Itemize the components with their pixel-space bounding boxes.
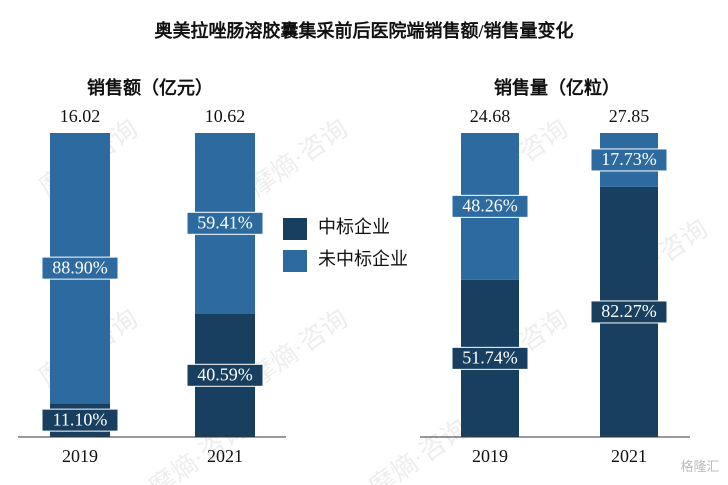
legend-label: 未中标企业 — [318, 249, 408, 269]
x-tick-label: 2021 — [207, 446, 243, 466]
value-label-box — [41, 256, 119, 280]
logo: 格隆汇 — [680, 459, 719, 474]
value-label: 59.41% — [197, 212, 253, 232]
value-label-box — [186, 211, 264, 235]
value-label-box — [590, 300, 668, 324]
x-tick-label: 2021 — [611, 446, 647, 466]
value-label: 40.59% — [197, 364, 253, 384]
total-label: 16.02 — [60, 106, 101, 126]
value-label-box — [590, 148, 668, 172]
value-label-box — [41, 408, 119, 432]
total-label: 10.62 — [205, 106, 246, 126]
value-label: 17.73% — [601, 149, 657, 169]
value-label-box — [451, 194, 529, 218]
value-label: 88.90% — [52, 257, 108, 277]
value-label: 11.10% — [53, 409, 108, 429]
subchart-title: 销售量（亿粒） — [494, 77, 620, 98]
legend-label: 中标企业 — [318, 217, 390, 237]
value-label: 82.27% — [601, 301, 657, 321]
watermark: 摩熵·咨询 — [244, 114, 353, 202]
legend-swatch — [283, 250, 307, 272]
total-label: 27.85 — [609, 106, 650, 126]
total-label: 24.68 — [470, 106, 511, 126]
x-tick-label: 2019 — [62, 446, 98, 466]
value-label-box — [186, 363, 264, 387]
value-label-box — [451, 346, 529, 370]
legend-swatch — [283, 218, 307, 240]
value-label: 51.74% — [462, 347, 518, 367]
subchart-title: 销售额（亿元） — [87, 77, 213, 98]
watermark: 摩熵·咨询 — [364, 414, 473, 485]
x-tick-label: 2019 — [472, 446, 508, 466]
chart-title: 奥美拉唑肠溶胶囊集采前后医院端销售额/销售量变化 — [155, 20, 574, 41]
value-label: 48.26% — [462, 195, 518, 215]
